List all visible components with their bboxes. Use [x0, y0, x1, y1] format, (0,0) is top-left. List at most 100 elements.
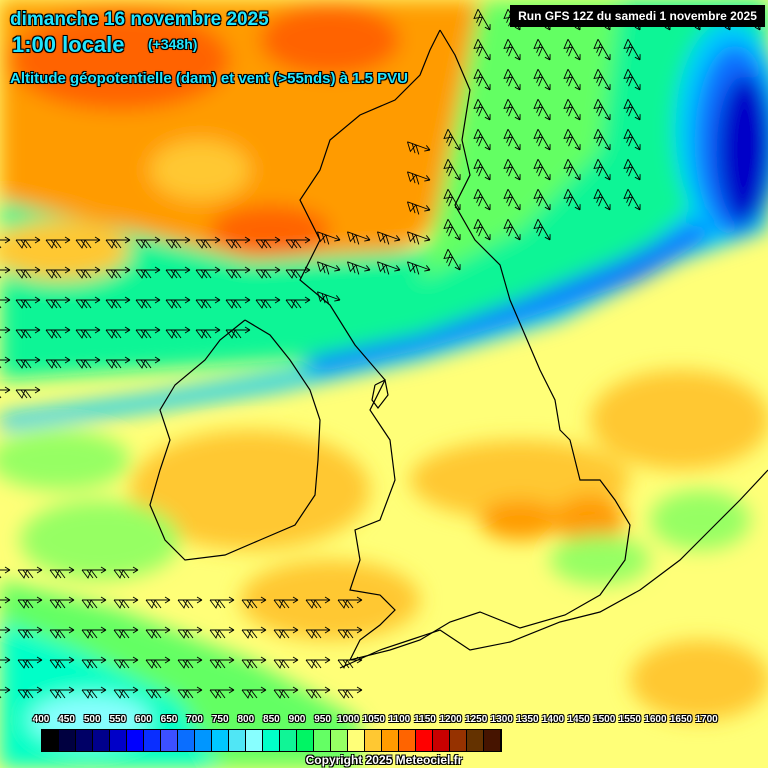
wind-barb — [593, 158, 611, 181]
wind-barb — [177, 656, 203, 669]
wind-barb — [81, 566, 107, 579]
coastline-ireland — [149, 319, 321, 561]
legend-label: 1700 — [695, 714, 718, 725]
wind-barb — [135, 296, 161, 309]
legend-swatch — [144, 730, 161, 751]
wind-barb — [209, 626, 235, 639]
wind-barb — [305, 596, 331, 609]
wind-barb — [0, 386, 11, 399]
wind-barb — [49, 656, 75, 669]
wind-barb — [241, 656, 267, 669]
wind-barb — [273, 596, 299, 609]
wind-barb — [563, 188, 581, 211]
legend-label: 500 — [83, 714, 101, 725]
wind-barb — [75, 326, 101, 339]
wind-barb — [15, 236, 41, 249]
wind-barb — [317, 261, 341, 275]
wind-barb — [145, 656, 171, 669]
wind-barb — [17, 596, 43, 609]
wind-barb — [533, 68, 551, 91]
wind-barb — [135, 326, 161, 339]
legend-label: 1250 — [465, 714, 488, 725]
wind-barb — [45, 296, 71, 309]
wind-barb — [15, 386, 41, 399]
wind-barb — [0, 596, 11, 609]
wind-barb — [0, 236, 11, 249]
legend-label: 800 — [237, 714, 255, 725]
legend-label: 1300 — [490, 714, 513, 725]
wind-barb — [209, 596, 235, 609]
wind-barb — [105, 296, 131, 309]
legend-label: 850 — [263, 714, 280, 725]
wind-barb — [593, 68, 611, 91]
wind-barb — [209, 686, 235, 699]
wind-barb — [347, 231, 371, 245]
legend-label: 600 — [135, 714, 152, 725]
wind-barb — [305, 626, 331, 639]
wind-barb — [407, 231, 431, 245]
wind-barb — [49, 626, 75, 639]
wind-barb — [533, 218, 551, 241]
legend-label: 700 — [186, 714, 203, 725]
wind-barb — [377, 261, 401, 275]
wind-barb — [593, 188, 611, 211]
wind-barb — [17, 566, 43, 579]
legend-label: 650 — [160, 714, 178, 725]
legend-label: 950 — [314, 714, 331, 725]
wind-barb — [563, 38, 581, 61]
model-run-label: Run GFS 12Z du samedi 1 novembre 2025 — [510, 5, 765, 27]
wind-barb — [225, 266, 251, 279]
wind-barb — [503, 218, 521, 241]
legend-swatch — [93, 730, 110, 751]
wind-barb — [49, 686, 75, 699]
legend-swatch — [42, 730, 59, 751]
legend-swatch — [195, 730, 212, 751]
legend-swatch — [110, 730, 127, 751]
legend-label: 750 — [211, 714, 229, 725]
wind-barb — [623, 128, 641, 151]
wind-barb — [135, 356, 161, 369]
wind-barb — [533, 128, 551, 151]
wind-barb — [45, 326, 71, 339]
wind-barb — [407, 141, 431, 155]
wind-barb — [255, 296, 281, 309]
legend-swatch — [484, 730, 501, 751]
wind-barb — [195, 296, 221, 309]
wind-barb — [241, 626, 267, 639]
legend-swatch — [161, 730, 178, 751]
coastline-isle-of-man — [371, 379, 389, 409]
wind-barb — [503, 188, 521, 211]
legend-swatch — [297, 730, 314, 751]
wind-barb — [563, 158, 581, 181]
wind-barb — [623, 98, 641, 121]
wind-barb — [15, 356, 41, 369]
wind-barb — [443, 158, 461, 181]
wind-barb — [317, 291, 341, 305]
wind-barb — [0, 566, 11, 579]
legend-swatch — [246, 730, 263, 751]
wind-barb — [0, 656, 11, 669]
wind-barb — [17, 656, 43, 669]
wind-barb — [623, 158, 641, 181]
wind-barb — [177, 596, 203, 609]
legend-swatch — [229, 730, 246, 751]
coastline-france — [339, 469, 768, 669]
wind-barb — [593, 98, 611, 121]
wind-barb — [0, 326, 11, 339]
legend-label: 1650 — [669, 714, 693, 725]
wind-barb — [81, 596, 107, 609]
wind-barb — [473, 98, 491, 121]
wind-barb — [209, 656, 235, 669]
wind-barb — [407, 171, 431, 185]
wind-barb — [473, 218, 491, 241]
wind-barb — [0, 356, 11, 369]
legend-swatch — [467, 730, 484, 751]
wind-barb — [503, 38, 521, 61]
wind-barb — [347, 261, 371, 275]
wind-barb — [593, 38, 611, 61]
wind-barb — [145, 686, 171, 699]
wind-barb — [15, 266, 41, 279]
legend-label: 1150 — [414, 714, 436, 725]
wind-barb — [273, 656, 299, 669]
